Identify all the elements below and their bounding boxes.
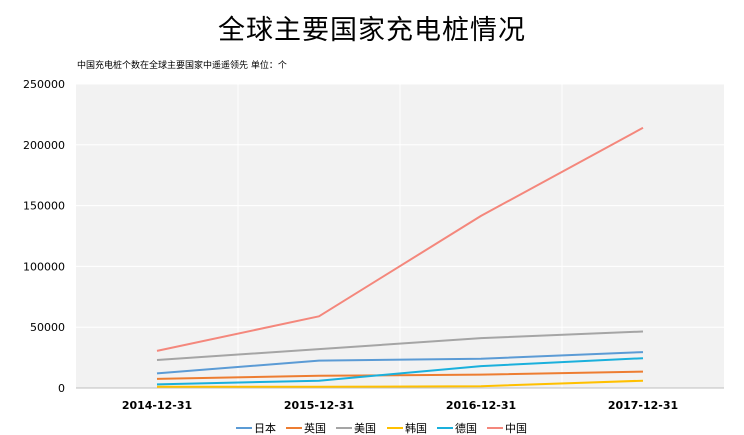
x-tick-label: 2014-12-31 [122, 399, 192, 412]
chart-subtitle: 中国充电桩个数在全球主要国家中遥遥领先 单位：个 [77, 61, 287, 71]
legend-item: 美国 [336, 422, 376, 435]
y-tick-label: 50000 [30, 321, 65, 334]
legend-item: 德国 [437, 421, 477, 435]
series-line [156, 357, 644, 386]
y-tick-label: 0 [58, 382, 65, 395]
legend-item: 英国 [286, 421, 326, 435]
x-tick-label: 2015-12-31 [284, 399, 354, 412]
legend-label: 日本 [254, 421, 276, 435]
legend-label: 韩国 [405, 421, 427, 435]
legend-item: 日本 [236, 421, 276, 435]
legend-item: 韩国 [387, 421, 427, 435]
x-tick-label: 2016-12-31 [446, 399, 516, 412]
legend-item: 中国 [487, 422, 527, 435]
y-tick-label: 200000 [23, 139, 65, 152]
series-line [157, 379, 644, 388]
series-line [156, 330, 644, 361]
y-axis: 0 50000 100000 150000 200000 250000 [23, 78, 65, 395]
legend-label: 美国 [354, 422, 376, 435]
y-tick-label: 100000 [23, 260, 65, 273]
x-tick-label: 2017-12-31 [608, 399, 678, 412]
y-tick-label: 150000 [23, 200, 65, 213]
series-line [156, 126, 644, 352]
series-lines [156, 126, 644, 388]
legend-label: 德国 [455, 421, 477, 435]
x-axis: 2014-12-31 2015-12-31 2016-12-31 2017-12-31 [76, 387, 724, 412]
legend: 日本 英国 美国 韩国 德国 中国 [236, 421, 527, 435]
chart-title: 全球主要国家充电桩情况 [218, 15, 526, 46]
legend-label: 中国 [505, 422, 527, 435]
legend-label: 英国 [304, 421, 326, 435]
series-line [156, 370, 644, 380]
series-line [156, 351, 644, 375]
y-tick-label: 250000 [23, 78, 65, 91]
